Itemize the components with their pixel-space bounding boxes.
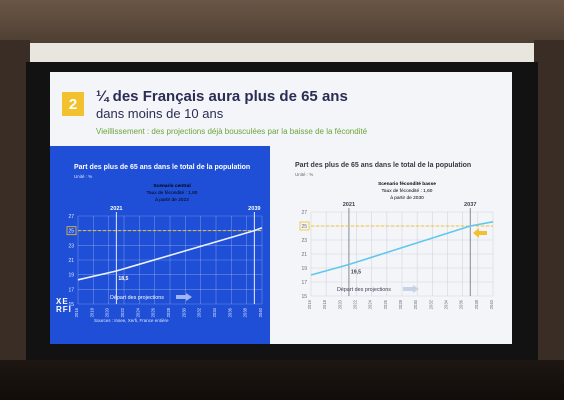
x-tick-label: 2040 bbox=[258, 307, 263, 317]
x-tick-label: 2034 bbox=[444, 299, 449, 309]
x-tick-label: 2022 bbox=[353, 299, 358, 309]
right-chart-unit: Unité : % bbox=[295, 172, 314, 177]
y-tick-label: 23 bbox=[68, 243, 74, 249]
room-wall-right bbox=[534, 40, 564, 370]
room-wall-left bbox=[0, 40, 30, 370]
presentation-slide: 2 ¼ des Français aura plus de 65 ans dan… bbox=[50, 72, 512, 344]
xerfi-logo: XE RFI bbox=[56, 297, 72, 314]
side-arrow-shaft bbox=[479, 231, 487, 235]
threshold-25-box bbox=[299, 221, 310, 231]
slide-title-line1: ¼ des Français aura plus de 65 ans bbox=[96, 88, 348, 105]
left-chart-unit: Unité : % bbox=[74, 174, 93, 179]
x-tick-label: 2032 bbox=[197, 307, 202, 317]
projection-start-label: Départ des projections bbox=[337, 287, 391, 293]
projection-arrow-shaft bbox=[403, 287, 413, 291]
room-ceiling bbox=[0, 0, 564, 45]
scenario-label-line3: à partir de 2030 bbox=[390, 195, 424, 201]
y-tick-label: 19 bbox=[68, 273, 74, 279]
series-line bbox=[77, 226, 263, 281]
x-tick-label: 2020 bbox=[105, 307, 110, 317]
x-tick-label: 2040 bbox=[489, 299, 494, 309]
y-tick-label: 21 bbox=[68, 258, 74, 264]
scenario-label-line3: à partir de 2023 bbox=[155, 197, 189, 203]
scenario-label-line2: Taux de fécondité : 1,60 bbox=[382, 188, 433, 194]
x-tick-label: 2036 bbox=[459, 299, 464, 309]
y-tick-label: 15 bbox=[68, 302, 74, 308]
x-tick-label: 2036 bbox=[227, 307, 232, 317]
x-tick-label: 2030 bbox=[181, 307, 186, 317]
left-chart-title: Part des plus de 65 ans dans le total de… bbox=[74, 164, 251, 171]
x-tick-label: 2028 bbox=[166, 307, 171, 317]
scenario-label-line1: Scenario central bbox=[153, 183, 190, 189]
projector-screen-housing bbox=[30, 43, 534, 63]
x-tick-label: 2028 bbox=[398, 299, 403, 309]
right-chart-panel: Part des plus de 65 ans dans le total de… bbox=[285, 156, 500, 326]
x-tick-label: 2018 bbox=[89, 307, 94, 317]
x-tick-label: 2026 bbox=[383, 299, 388, 309]
room-floor bbox=[0, 360, 564, 400]
projection-start-label: Départ des projections bbox=[110, 295, 164, 301]
scenario-label-line1: Scenario fécondité basse bbox=[378, 181, 436, 187]
year-marker-label: 2037 bbox=[464, 202, 476, 208]
side-arrow-head bbox=[473, 228, 479, 238]
x-tick-label: 2024 bbox=[368, 299, 373, 309]
y-tick-label: 21 bbox=[301, 252, 307, 258]
y-tick-label: 25 bbox=[68, 229, 74, 235]
x-tick-label: 2020 bbox=[337, 299, 342, 309]
slide-number-badge: 2 bbox=[62, 92, 84, 116]
projection-arrow-head bbox=[186, 293, 192, 301]
threshold-25-box bbox=[66, 226, 77, 236]
x-tick-label: 2024 bbox=[135, 307, 140, 317]
year-marker-label: 2021 bbox=[343, 202, 355, 208]
projection-arrow-head bbox=[413, 285, 419, 293]
x-tick-label: 2038 bbox=[243, 307, 248, 317]
y-tick-label: 19 bbox=[301, 266, 307, 272]
y-tick-label: 17 bbox=[68, 287, 74, 293]
point-value-label: 19,5 bbox=[351, 270, 361, 276]
x-tick-label: 2022 bbox=[120, 307, 125, 317]
y-tick-label: 27 bbox=[301, 210, 307, 216]
y-tick-label: 25 bbox=[301, 224, 307, 230]
series-line bbox=[310, 221, 494, 276]
y-tick-label: 15 bbox=[301, 294, 307, 300]
projection-arrow-shaft bbox=[176, 295, 186, 299]
left-chart-panel: Part des plus de 65 ans dans le total de… bbox=[50, 146, 270, 344]
x-tick-label: 2016 bbox=[74, 307, 79, 317]
slide-subtitle: Vieillissement : des projections déjà bo… bbox=[96, 127, 368, 136]
sources-note: Sources : Insee, Xerfi, France entière bbox=[94, 318, 169, 323]
year-marker-label: 2039 bbox=[248, 206, 260, 212]
x-tick-label: 2032 bbox=[428, 299, 433, 309]
x-tick-label: 2016 bbox=[307, 299, 312, 309]
scenario-label-line2: Taux de fécondité : 1,80 bbox=[147, 190, 198, 196]
y-tick-label: 23 bbox=[301, 238, 307, 244]
x-tick-label: 2018 bbox=[322, 299, 327, 309]
slide-title-line2: dans moins de 10 ans bbox=[96, 106, 224, 121]
y-tick-label: 17 bbox=[301, 280, 307, 286]
right-chart-title: Part des plus de 65 ans dans le total de… bbox=[295, 162, 472, 169]
year-marker-label: 2021 bbox=[110, 206, 122, 212]
x-tick-label: 2038 bbox=[474, 299, 479, 309]
y-tick-label: 27 bbox=[68, 214, 74, 220]
point-value-label: 18,5 bbox=[118, 276, 128, 282]
x-tick-label: 2034 bbox=[212, 307, 217, 317]
x-tick-label: 2026 bbox=[151, 307, 156, 317]
x-tick-label: 2030 bbox=[413, 299, 418, 309]
